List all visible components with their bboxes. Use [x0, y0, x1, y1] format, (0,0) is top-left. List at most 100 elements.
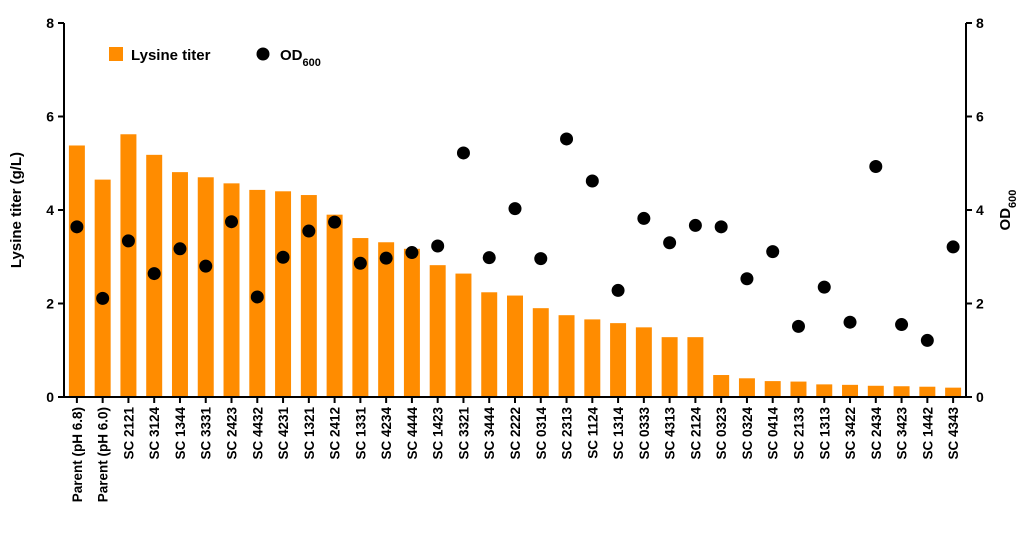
x-tick-label: SC 2121	[121, 407, 136, 460]
point-od600	[508, 202, 522, 216]
legend-marker-od600	[256, 47, 270, 61]
x-tick-label: Parent (pH 6.8)	[70, 407, 85, 502]
x-tick-label: SC 1314	[611, 407, 626, 460]
x-tick-label: SC 4343	[946, 407, 961, 460]
x-tick-label: SC 2434	[869, 407, 884, 460]
point-od600	[121, 234, 135, 248]
y-axis-title-right-subscript: 600	[1007, 190, 1019, 208]
bar-lysine-titer	[326, 214, 343, 397]
x-tick-label: SC 4432	[250, 407, 265, 460]
x-tick-label: SC 3423	[895, 407, 910, 460]
point-od600	[663, 236, 677, 250]
right-y-tick-label: 6	[976, 109, 984, 125]
point-od600	[817, 280, 831, 294]
bar-lysine-titer	[584, 319, 601, 397]
x-tick-label: SC 2423	[225, 407, 240, 460]
x-tick-label: SC 2124	[688, 407, 703, 460]
point-od600	[560, 132, 574, 146]
point-od600	[225, 215, 239, 229]
bar-lysine-titer	[919, 386, 936, 397]
bar-lysine-titer	[223, 183, 240, 397]
bar-lysine-titer	[738, 378, 755, 397]
legend-label-od600: OD600	[280, 47, 321, 69]
point-od600	[585, 174, 599, 188]
point-od600	[456, 146, 470, 160]
x-tick-label: Parent (pH 6.0)	[96, 407, 111, 502]
bar-lysine-titer	[661, 337, 678, 397]
point-od600	[920, 333, 934, 347]
x-tick-label: SC 2133	[791, 407, 806, 460]
bar-lysine-titer	[842, 384, 859, 397]
bar-lysine-titer	[120, 134, 137, 397]
y-axis-title-left: Lysine titer (g/L)	[8, 152, 25, 268]
y-axis-title-right: OD600	[997, 190, 1019, 231]
right-y-tick-label: 4	[976, 202, 984, 218]
point-od600	[379, 251, 393, 265]
bar-lysine-titer	[764, 381, 781, 397]
x-tick-label: SC 0314	[534, 407, 549, 460]
x-tick-label: SC 1313	[817, 407, 832, 460]
point-od600	[147, 267, 161, 281]
left-y-tick-label: 2	[46, 296, 54, 312]
point-od600	[302, 224, 316, 238]
x-tick-label: SC 3444	[482, 407, 497, 460]
bar-lysine-titer	[816, 384, 833, 397]
legend-swatch-lysine-titer	[109, 47, 123, 61]
bar-lysine-titer	[867, 385, 884, 397]
x-tick-label: SC 3124	[147, 407, 162, 460]
point-od600	[869, 160, 883, 174]
x-tick-label: SC 2222	[508, 407, 523, 460]
bar-lysine-titer	[558, 315, 575, 397]
point-od600	[534, 252, 548, 266]
x-tick-label: SC 1423	[431, 407, 446, 460]
point-od600	[199, 259, 213, 273]
bar-lysine-titer	[532, 308, 549, 397]
x-tick-label: SC 4234	[379, 407, 394, 460]
bar-lysine-titer	[713, 375, 730, 397]
point-od600	[96, 291, 110, 305]
point-od600	[740, 272, 754, 286]
x-tick-label: SC 2412	[328, 407, 343, 460]
bar-lysine-titer	[455, 273, 472, 397]
left-y-tick-label: 0	[46, 389, 54, 405]
point-od600	[70, 220, 84, 234]
right-y-tick-label: 0	[976, 389, 984, 405]
x-tick-label: SC 0414	[766, 407, 781, 460]
x-tick-label: SC 3321	[456, 407, 471, 460]
x-tick-label: SC 0323	[714, 407, 729, 460]
point-od600	[353, 256, 367, 270]
x-tick-label: SC 3422	[843, 407, 858, 460]
bar-lysine-titer	[429, 265, 446, 397]
x-tick-label: SC 1331	[353, 407, 368, 460]
point-od600	[276, 250, 290, 264]
x-tick-label: SC 1321	[302, 407, 317, 460]
point-od600	[328, 215, 342, 229]
bar-lysine-titer	[481, 292, 498, 397]
left-y-tick-label: 8	[46, 15, 54, 31]
point-od600	[714, 220, 728, 234]
point-od600	[688, 218, 702, 232]
right-y-tick-label: 8	[976, 15, 984, 31]
x-tick-label: SC 4313	[663, 407, 678, 460]
bar-lysine-titer	[171, 172, 188, 397]
x-tick-label: SC 3331	[199, 407, 214, 460]
bar-lysine-titer	[197, 177, 214, 397]
point-od600	[173, 242, 187, 256]
x-tick-label: SC 1442	[920, 407, 935, 460]
x-tick-label: SC 0324	[740, 407, 755, 460]
point-od600	[637, 211, 651, 225]
bar-lysine-titer	[687, 337, 704, 397]
bar-lysine-titer	[352, 238, 369, 397]
point-od600	[946, 240, 960, 254]
bar-lysine-titer	[635, 327, 652, 397]
bar-lysine-titer	[403, 248, 420, 397]
bar-lysine-titer	[94, 179, 111, 397]
point-od600	[405, 246, 419, 260]
bar-lysine-titer	[300, 195, 317, 397]
bar-lysine-titer	[790, 381, 807, 397]
legend-label-lysine-titer: Lysine titer	[131, 47, 211, 64]
x-tick-label: SC 4444	[405, 407, 420, 460]
bar-lysine-titer	[945, 387, 962, 397]
legend-label-od600-subscript: 600	[303, 57, 321, 69]
